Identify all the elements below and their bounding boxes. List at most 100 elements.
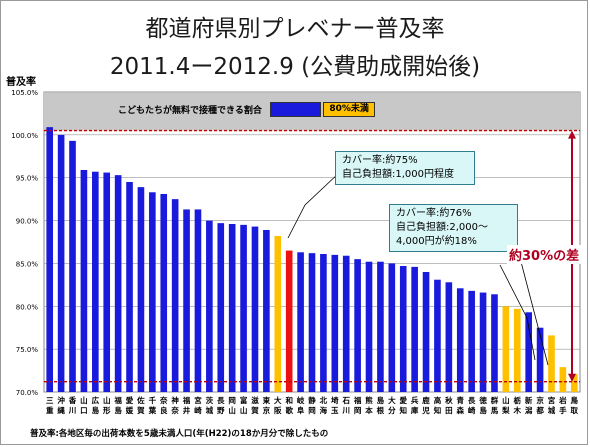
callout-2-line2: 自己負担額:2,000～: [396, 222, 488, 233]
footnote: 普及率:各地区毎の出荷本数を5歳未満人口(年(H22)の18か月分で除したもの: [30, 429, 329, 439]
bar: [126, 182, 133, 392]
bar: [456, 288, 464, 392]
callout-2-line1: カバー率:約76%: [396, 208, 472, 219]
bar: [46, 127, 54, 393]
bar: [308, 253, 316, 392]
x-tick-label: 佐賀: [136, 395, 145, 415]
bar: [228, 224, 236, 392]
bar: [342, 255, 350, 392]
x-tick-label: 千葉: [148, 395, 157, 415]
bar: [160, 194, 168, 392]
callout-2: カバー率:約76% 自己負担額:2,000～ 4,000円が約18%: [389, 204, 518, 252]
y-tick-label: 105.0%: [11, 89, 38, 97]
bar: [468, 290, 475, 392]
x-tick-label: 青森: [457, 395, 465, 415]
y-tick-label: 85.0%: [16, 260, 39, 268]
legend-yellow-swatch: 80%未満: [323, 102, 375, 117]
bar: [57, 134, 65, 392]
x-tick-label: 静岡: [308, 395, 316, 415]
bar: [399, 266, 407, 392]
bar: [285, 250, 293, 392]
x-tick-label: 島根: [377, 395, 385, 415]
bar: [240, 224, 247, 392]
bar: [388, 263, 396, 392]
bar: [137, 187, 145, 392]
bar: [92, 171, 99, 392]
bar: [331, 254, 339, 392]
bar: [559, 367, 567, 392]
bar: [570, 374, 578, 392]
x-tick-label: 大分: [388, 395, 396, 415]
legend: こどもたちが無料で接種できる割合 80%以上 80%未満: [118, 102, 375, 117]
x-tick-label: 広島: [92, 395, 100, 415]
bar: [548, 335, 555, 392]
bar: [297, 252, 304, 392]
bar: [206, 220, 213, 392]
x-tick-label: 茨城: [206, 395, 214, 415]
x-tick-label: 岡山: [228, 396, 236, 415]
x-tick-label: 鹿児: [421, 395, 430, 415]
bar: [171, 199, 179, 392]
x-tick-label: 愛媛: [125, 395, 134, 415]
arrow-head-top: [568, 130, 576, 139]
bar: [377, 261, 384, 392]
x-tick-label: 福岡: [353, 395, 362, 415]
y-tick-label: 95.0%: [16, 175, 39, 183]
x-tick-label: 和歌: [285, 395, 293, 415]
x-tick-label: 富山: [240, 395, 248, 415]
callout-2-leader: [519, 257, 549, 366]
bar: [411, 266, 418, 392]
x-tick-label: 愛知: [399, 395, 407, 415]
x-tick-label: 長野: [217, 396, 225, 415]
bar: [365, 261, 373, 392]
bar: [491, 294, 498, 392]
x-tick-label: 秋田: [444, 395, 453, 415]
x-tick-label: 石川: [341, 396, 350, 415]
bar: [183, 209, 190, 392]
y-tick-label: 70.0%: [16, 389, 39, 397]
x-tick-label: 高知: [434, 395, 442, 415]
callout-1-line1: カバー率:約75%: [342, 155, 418, 166]
x-tick-label: 徳島: [478, 395, 487, 415]
bar: [103, 172, 111, 392]
x-tick-label: 埼玉: [331, 395, 339, 415]
x-tick-label: 奈良: [159, 395, 168, 415]
x-tick-label: 山形: [103, 395, 111, 415]
bar: [536, 327, 544, 392]
x-tick-label: 山梨: [501, 395, 510, 415]
x-tick-label: 栃木: [513, 395, 522, 415]
bar: [274, 236, 282, 392]
bar: [80, 170, 88, 392]
x-tick-label: 岐阜: [297, 395, 305, 415]
x-tick-label: 兵庫: [411, 395, 419, 415]
x-tick-label: 鳥取: [571, 395, 579, 415]
chart-title-line2: 2011.4ー2012.9 (公費助成開始後): [109, 54, 481, 80]
bar: [320, 254, 327, 392]
y-tick-label: 75.0%: [16, 346, 39, 354]
x-tick-label: 山口: [80, 395, 88, 415]
chart-title-line1: 都道府県別プレベナー普及率: [145, 16, 445, 42]
bar: [445, 282, 453, 392]
x-tick-label: 熊本: [364, 395, 373, 415]
x-tick-label: 福井: [182, 395, 191, 415]
x-tick-label: 長崎: [468, 396, 476, 415]
bar: [422, 272, 430, 392]
x-tick-label: 神奈: [170, 395, 179, 415]
bar: [194, 209, 202, 392]
y-tick-label: 80.0%: [16, 303, 39, 311]
callout-1-line2: 自己負担額:1,000円程度: [342, 169, 454, 180]
y-axis-label: 普及率: [6, 77, 36, 88]
callout-1: カバー率:約75% 自己負担額:1,000円程度: [335, 151, 475, 185]
bar: [114, 175, 122, 392]
x-tick-label: 香川: [68, 395, 77, 415]
arrow-head-bottom: [568, 373, 576, 382]
bar: [525, 312, 532, 392]
bar: [69, 140, 76, 392]
x-tick-label: 滋賀: [250, 395, 259, 415]
x-tick-label: 群馬: [490, 395, 499, 415]
legend-blue-swatch: 80%以上: [269, 102, 322, 117]
x-tick-label: 宮崎: [194, 395, 202, 415]
x-tick-label: 福島: [113, 395, 122, 415]
callout-2-line3: 4,000円が約18%: [396, 236, 477, 247]
